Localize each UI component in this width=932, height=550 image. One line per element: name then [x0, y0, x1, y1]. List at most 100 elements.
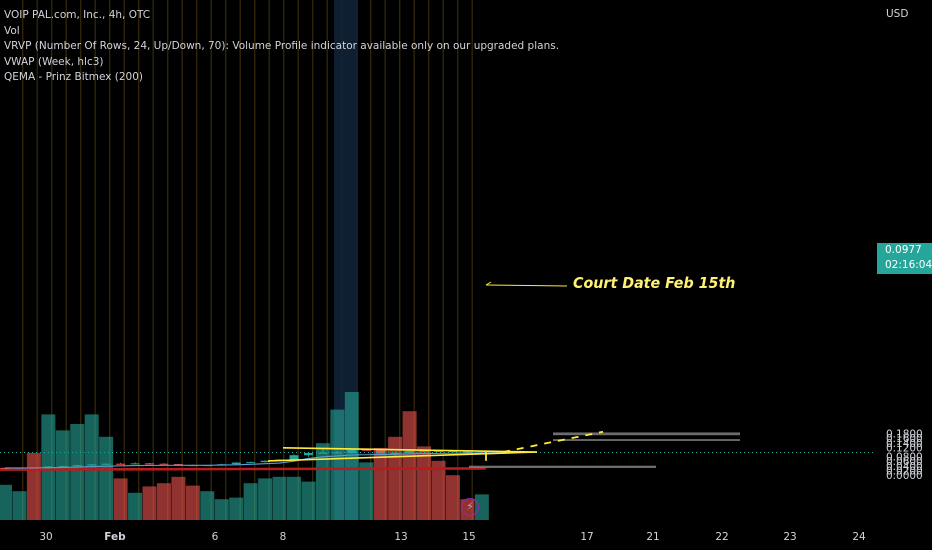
volume-bar: [84, 414, 99, 520]
court-date-annotation: Court Date Feb 15th: [573, 274, 736, 292]
volume-bar: [142, 486, 157, 520]
candle-body: [246, 462, 256, 464]
bg-stripe: [457, 0, 459, 520]
bg-stripe: [167, 0, 169, 520]
candle-body: [419, 450, 429, 452]
time-tick-label: Feb: [104, 531, 126, 543]
volume-bar: [243, 483, 258, 520]
time-axis[interactable]: 30 Feb 6 8 13 15 17 21 22 23 24: [39, 531, 866, 543]
time-tick-label: 8: [280, 531, 287, 543]
triangle-lower-line: [267, 451, 538, 462]
time-tick-label: 13: [394, 531, 407, 543]
bg-stripe: [36, 0, 38, 520]
candle-body: [159, 463, 169, 465]
bg-stripe: [312, 0, 314, 520]
volume-bar: [26, 452, 41, 520]
target-zone: [553, 432, 740, 436]
volume-bar: [55, 430, 70, 520]
volume-bar: [272, 476, 287, 520]
vwap-line: [4, 452, 482, 469]
volume-bar: [171, 476, 186, 520]
legend-volume[interactable]: Vol: [4, 24, 20, 37]
legend-qema[interactable]: QEMA - Prinz Bitmex (200): [4, 71, 144, 83]
bg-stripe: [239, 0, 241, 520]
time-tick-label: 15: [462, 531, 475, 543]
bg-stripe: [152, 0, 154, 520]
bg-stripe: [210, 0, 212, 520]
bg-stripe: [22, 0, 24, 520]
price-tick-label: 0.1200: [886, 442, 923, 454]
volume-bar: [128, 492, 143, 520]
price-tick-label: 0.0400: [886, 461, 923, 473]
target-zone: [469, 465, 656, 468]
chart-legend: VOIP PAL.com, Inc., 4h, OTC Vol VRVP (Nu…: [4, 8, 559, 86]
legend-vwap[interactable]: VWAP (Week, hlc3): [4, 55, 104, 68]
price-tick-label: 0.1600: [886, 433, 923, 445]
bg-stripe: [109, 0, 111, 520]
time-tick-label: 21: [646, 531, 659, 543]
bg-stripe: [326, 0, 328, 520]
candle-body: [405, 450, 415, 453]
volume-bar: [373, 448, 388, 520]
bg-stripe: [80, 0, 82, 520]
candle-body: [145, 463, 154, 465]
candle-body: [332, 452, 342, 454]
price-tick-label: 0.0000: [886, 470, 923, 482]
candle-body: [173, 464, 183, 466]
candle-body: [361, 449, 371, 451]
bg-stripe: [384, 0, 386, 520]
candle-body: [0, 467, 10, 469]
volume-bar: [431, 460, 446, 520]
volume-bar: [344, 392, 359, 520]
candle-body: [101, 463, 111, 465]
volume-bar: [200, 491, 215, 520]
legend-title[interactable]: VOIP PAL.com, Inc., 4h, OTC: [4, 9, 151, 21]
bg-stripe: [254, 0, 256, 520]
bg-stripe: [268, 0, 270, 520]
volume-bar: [185, 485, 200, 520]
price-tick-label: 0.0800: [886, 452, 923, 464]
volume-bar: [0, 484, 12, 520]
candle-body: [231, 462, 241, 465]
candle-body: [318, 452, 328, 454]
last-price-tag: 0.0977 02:16:04: [877, 243, 932, 274]
price-axis[interactable]: 0.18000.16000.14000.12000.08000.06000.04…: [886, 429, 923, 482]
bg-stripe: [181, 0, 183, 520]
currency-label: USD: [886, 8, 909, 20]
bar-countdown: 02:16:04: [885, 259, 932, 271]
candle-body: [58, 466, 68, 468]
bg-stripe: [370, 0, 372, 520]
volume-bar: [12, 491, 27, 520]
candle-body: [434, 450, 443, 452]
candle-body: [87, 464, 97, 466]
candle-body: [477, 452, 487, 454]
candle-body: [303, 452, 313, 456]
volume-bar: [402, 411, 417, 520]
volume-bar: [330, 409, 345, 520]
time-tick-label: 17: [580, 531, 593, 543]
candle-body: [130, 463, 140, 465]
annotation-arrow: [485, 281, 492, 286]
bg-stripe: [428, 0, 430, 520]
time-tick-label: 30: [39, 531, 52, 543]
volume-bar: [417, 446, 432, 520]
candle-body: [390, 452, 400, 454]
price-tick-label: 0.1800: [886, 429, 923, 441]
candle-body: [347, 449, 357, 454]
legend-vrvp[interactable]: VRVP (Number Of Rows, 24, Up/Down, 70): …: [4, 40, 560, 52]
drawing-tools: [0, 281, 876, 468]
bg-stripe: [225, 0, 227, 520]
bg-stripe: [413, 0, 415, 520]
projection-up-line: [502, 430, 604, 453]
volume-bar: [445, 475, 460, 520]
bg-stripe: [297, 0, 299, 520]
price-tick-label: 0.1400: [886, 438, 923, 450]
time-tick-label: 23: [783, 531, 796, 543]
triangle-upper-line: [282, 447, 538, 453]
candle-body: [289, 455, 299, 460]
bg-stripe: [283, 0, 285, 520]
lightning-icon[interactable]: ⚡: [461, 498, 479, 516]
time-tick-label: 22: [715, 531, 728, 543]
bg-stripe: [442, 0, 444, 520]
